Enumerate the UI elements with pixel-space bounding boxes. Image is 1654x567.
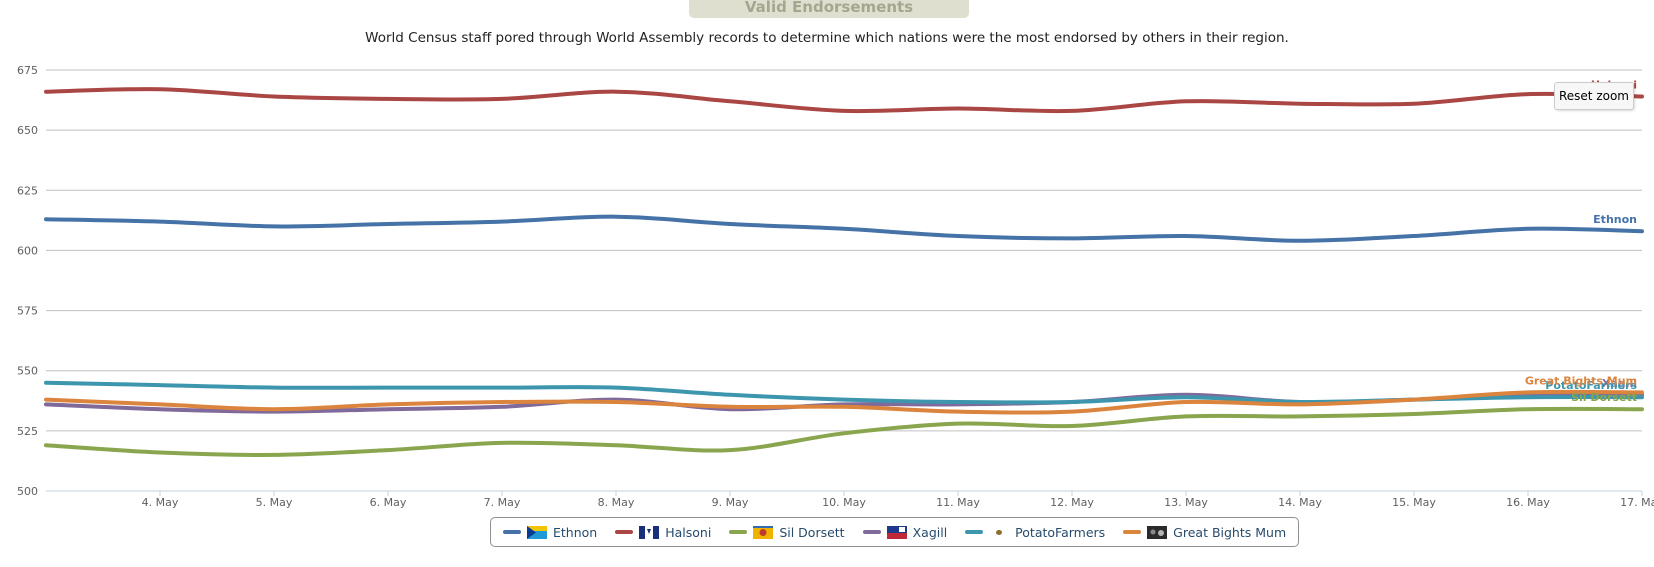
x-tick-label: 7. May [484,496,521,509]
legend-label: Sil Dorsett [779,524,845,540]
y-tick-label: 625 [17,184,38,197]
y-tick-label: 550 [17,365,38,378]
legend-item-halsoni[interactable]: Halsoni [615,525,711,540]
y-tick-label: 500 [17,485,38,498]
legend-swatch [615,530,634,534]
legend-label: PotatoFarmers [1015,524,1106,540]
legend-label: Xagill [912,524,948,540]
series-line-sil-dorsett [44,406,1644,457]
end-label-xagill: Xagill [1602,377,1637,390]
series-line-great-bights-mum [44,389,1644,415]
legend-label: Halsoni [665,524,712,540]
flag-icon [886,525,907,539]
x-tick-label: 8. May [598,496,635,509]
end-label-sil-dorsett: Sil Dorsett [1571,391,1637,404]
legend-label: Ethnon [553,524,598,540]
legend-swatch [503,530,521,534]
legend-swatch [1123,530,1142,534]
flag-icon [753,525,774,539]
chart-legend: Ethnon Halsoni Sil Dorsett Xagill Potato… [490,517,1300,547]
flag-icon [989,525,1010,539]
end-label-great-bights-mum: Great Bights Mum [1525,374,1637,387]
flag-icon [1147,525,1168,539]
legend-item-xagill[interactable]: Xagill [862,524,948,540]
chart-title: Valid Endorsements [689,0,969,18]
y-tick-label: 675 [17,64,38,77]
chart-subtitle: World Census staff pored through World A… [365,30,1289,46]
end-label-ethnon: Ethnon [1593,213,1637,226]
legend-item-sil-dorsett[interactable]: Sil Dorsett [729,524,845,540]
y-tick-label: 600 [17,244,38,257]
x-tick-label: 10. May [822,496,866,509]
legend-item-ethnon[interactable]: Ethnon [503,525,597,540]
x-tick-label: 11. May [936,496,980,509]
reset-zoom-button[interactable]: Reset zoom [1554,82,1634,110]
legend-item-great-bights-mum[interactable]: Great Bights Mum [1123,525,1286,540]
legend-swatch [862,530,881,534]
x-tick-label: 12. May [1050,496,1094,509]
y-tick-label: 525 [17,425,38,438]
x-tick-label: 4. May [142,496,179,509]
x-tick-label: 5. May [256,496,293,509]
x-tick-label: 9. May [712,496,749,509]
flag-icon [639,525,660,539]
y-tick-label: 575 [17,305,38,318]
flag-icon [527,525,547,539]
x-tick-label: 16. May [1506,496,1550,509]
legend-swatch [729,530,748,534]
legend-swatch [965,530,984,534]
legend-item-potatofarmers[interactable]: PotatoFarmers [965,525,1105,540]
series-line-ethnon [44,214,1644,243]
y-tick-label: 650 [17,124,38,137]
x-tick-label: 17. May [1620,496,1654,509]
x-tick-label: 6. May [370,496,407,509]
x-tick-label: 13. May [1164,496,1208,509]
x-tick-label: 15. May [1392,496,1436,509]
x-tick-label: 14. May [1278,496,1322,509]
series-line-halsoni [44,87,1644,114]
end-label-potatofarmers: PotatoFarmers [1545,379,1637,392]
legend-label: Great Bights Mum [1173,524,1287,540]
